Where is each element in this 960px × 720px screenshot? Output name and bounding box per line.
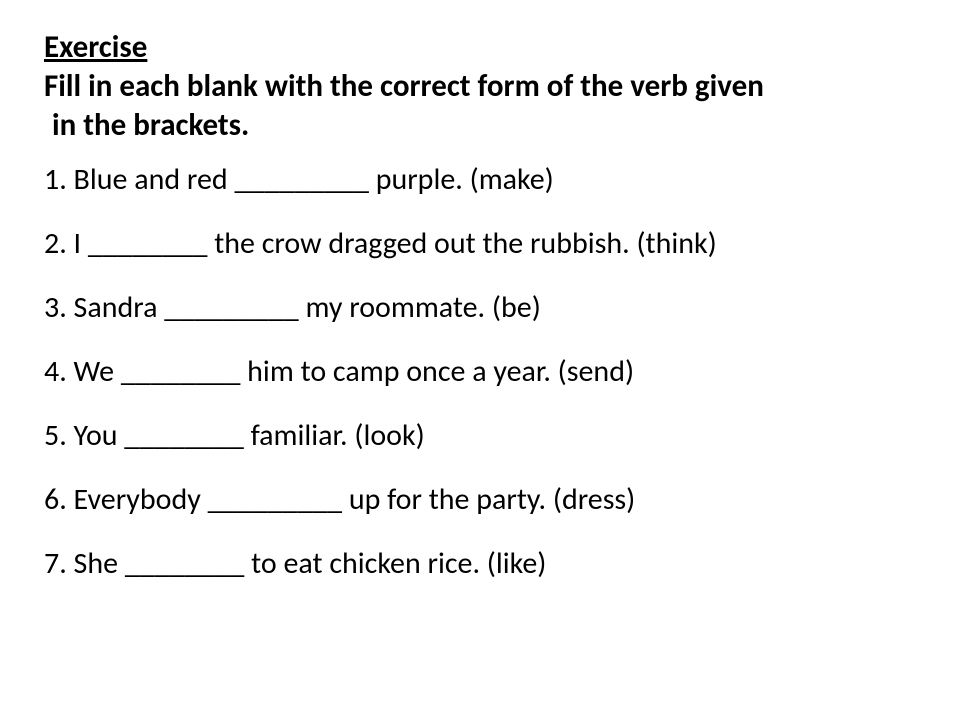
question-item: 1. Blue and red _________ purple. (make) — [44, 162, 916, 198]
instruction-line-2: in the brackets. — [44, 106, 916, 145]
worksheet-page: Exercise Fill in each blank with the cor… — [0, 0, 960, 582]
question-item: 2. I ________ the crow dragged out the r… — [44, 226, 916, 262]
question-item: 6. Everybody _________ up for the party.… — [44, 482, 916, 518]
question-item: 3. Sandra _________ my roommate. (be) — [44, 290, 916, 326]
question-list: 1. Blue and red _________ purple. (make)… — [44, 162, 916, 582]
exercise-heading: Exercise Fill in each blank with the cor… — [44, 28, 916, 144]
question-item: 4. We ________ him to camp once a year. … — [44, 354, 916, 390]
question-item: 5. You ________ familiar. (look) — [44, 418, 916, 454]
instruction-line-1: Fill in each blank with the correct form… — [44, 67, 764, 105]
question-item: 7. She ________ to eat chicken rice. (li… — [44, 546, 916, 582]
exercise-title: Exercise — [44, 28, 147, 66]
